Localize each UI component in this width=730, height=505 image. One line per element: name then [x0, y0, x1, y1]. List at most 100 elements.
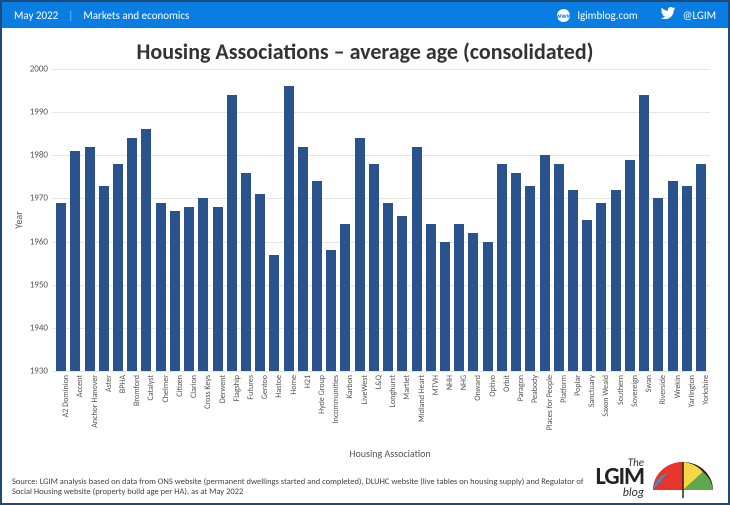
- x-label-column: Incommunities: [326, 371, 336, 449]
- x-labels: A2 DominionAccentAnchor HanoverAsterBPHA…: [52, 371, 710, 449]
- x-label-column: Home: [284, 371, 294, 449]
- bar-column: [340, 69, 350, 371]
- bar-column: [198, 69, 208, 371]
- bar: [426, 224, 436, 371]
- bar-column: [99, 69, 109, 371]
- bar-column: [596, 69, 606, 371]
- bar: [582, 220, 592, 371]
- bar-column: [170, 69, 180, 371]
- y-tick: 1960: [18, 236, 48, 247]
- x-label-column: NHG: [454, 371, 464, 449]
- bar: [198, 198, 208, 371]
- header-date: May 2022: [14, 9, 58, 22]
- bar: [241, 173, 251, 371]
- bar-column: [426, 69, 436, 371]
- bar-column: [355, 69, 365, 371]
- bar-column: [639, 69, 649, 371]
- x-label-column: Gentoo: [255, 371, 265, 449]
- x-label-column: Hyde Group: [312, 371, 322, 449]
- bar-column: [369, 69, 379, 371]
- x-label-column: Derwent: [212, 371, 222, 449]
- bar-column: [440, 69, 450, 371]
- x-label-column: Cross Keys: [198, 371, 208, 449]
- bar-column: [582, 69, 592, 371]
- x-label-column: Catalyst: [141, 371, 151, 449]
- x-label-column: Longhurst: [383, 371, 393, 449]
- bar-column: [298, 69, 308, 371]
- y-tick: 1940: [18, 322, 48, 333]
- bar: [568, 190, 578, 371]
- bar: [596, 203, 606, 371]
- x-label-column: Karbon: [340, 371, 350, 449]
- x-label-column: Anchor Hanover: [84, 371, 94, 449]
- bar: [468, 233, 478, 371]
- bar: [213, 207, 223, 371]
- bar: [525, 186, 535, 372]
- x-label-column: Aster: [99, 371, 109, 449]
- x-label-column: Wrekin: [667, 371, 677, 449]
- x-label-column: Midland Heart: [411, 371, 421, 449]
- y-tick: 1930: [18, 366, 48, 377]
- bar: [440, 242, 450, 371]
- bar: [70, 151, 80, 371]
- bar-column: [625, 69, 635, 371]
- bar-column: [497, 69, 507, 371]
- bar-column: [483, 69, 493, 371]
- bar: [141, 129, 151, 371]
- header-section: Markets and economics: [83, 9, 189, 22]
- bar-column: [397, 69, 407, 371]
- bar-column: [411, 69, 421, 371]
- bars-container: [52, 69, 710, 371]
- x-label-column: Platform: [554, 371, 564, 449]
- logo-main: LGIM: [595, 467, 644, 487]
- x-label-column: Paragon: [511, 371, 521, 449]
- chart-title: Housing Associations – average age (cons…: [2, 38, 728, 65]
- bar: [554, 164, 564, 371]
- bar: [170, 211, 180, 371]
- x-label-column: Accent: [70, 371, 80, 449]
- bar: [269, 255, 279, 371]
- logo-blog: blog: [623, 488, 644, 498]
- twitter-handle[interactable]: @LGIM: [683, 9, 716, 22]
- umbrella-icon: [648, 460, 718, 498]
- bar: [340, 224, 350, 371]
- x-label-column: LiveWest: [355, 371, 365, 449]
- x-label-column: Flagship: [227, 371, 237, 449]
- bar: [369, 164, 379, 371]
- bar: [127, 138, 137, 371]
- bar: [56, 203, 66, 371]
- x-label-column: NHH: [440, 371, 450, 449]
- y-tick: 2000: [18, 64, 48, 75]
- header-bar: May 2022 | Markets and economics www lgi…: [2, 2, 728, 28]
- bar-column: [156, 69, 166, 371]
- x-label-column: A2 Dominion: [56, 371, 66, 449]
- x-label-column: Places for People: [539, 371, 549, 449]
- bar: [312, 181, 322, 371]
- chart-area: Year 19301940195019601970198019902000: [52, 69, 710, 371]
- bar: [355, 138, 365, 371]
- x-label-column: Swan: [639, 371, 649, 449]
- bar: [85, 147, 95, 371]
- x-label-column: Saxon Weald: [596, 371, 606, 449]
- bar: [326, 250, 336, 371]
- x-label-column: L&Q: [369, 371, 379, 449]
- header-right: www lgimblog.com @LGIM: [557, 7, 716, 23]
- bar-column: [284, 69, 294, 371]
- bar: [668, 181, 678, 371]
- bar: [682, 186, 692, 372]
- x-label-column: Yorkshire: [696, 371, 706, 449]
- x-label-column: Riverside: [653, 371, 663, 449]
- x-label-column: Hastoe: [269, 371, 279, 449]
- bar-column: [554, 69, 564, 371]
- x-label-column: H21: [298, 371, 308, 449]
- x-label-column: Citizen: [170, 371, 180, 449]
- y-ticks: 19301940195019601970198019902000: [18, 69, 48, 371]
- bar: [298, 147, 308, 371]
- bar: [540, 155, 550, 371]
- globe-icon: www: [557, 9, 570, 22]
- x-label-column: Bromford: [127, 371, 137, 449]
- x-label-column: Futures: [241, 371, 251, 449]
- y-tick: 1950: [18, 279, 48, 290]
- site-link[interactable]: lgimblog.com: [577, 9, 637, 22]
- bar-column: [667, 69, 677, 371]
